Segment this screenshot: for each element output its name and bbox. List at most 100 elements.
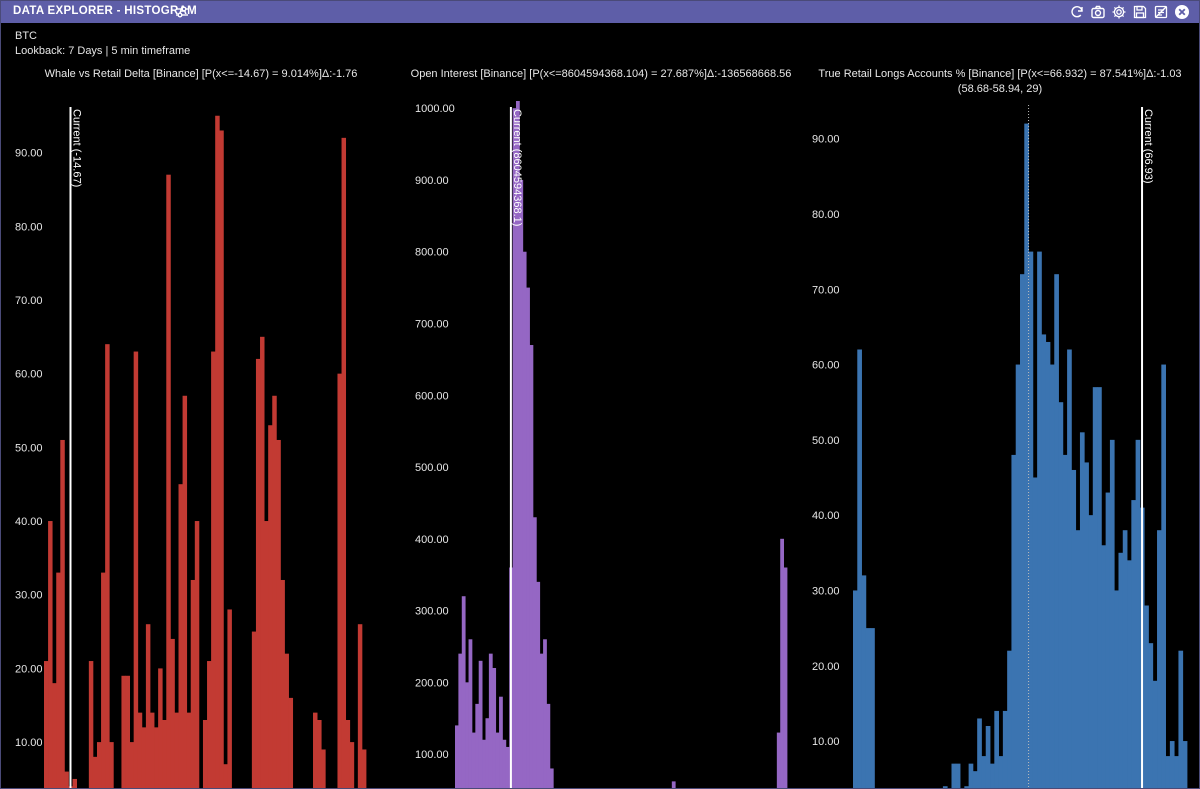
histogram-bar-retail-longs — [994, 710, 999, 788]
histogram-bar-retail-longs — [1152, 680, 1158, 788]
y-tick-label-retail-longs: 80.00 — [812, 209, 840, 221]
histogram-bar-retail-longs — [1011, 454, 1017, 788]
chart-subtitle-retail-longs: (58.68-58.94, 29) — [957, 83, 1043, 95]
camera-icon[interactable] — [1090, 4, 1106, 20]
histogram-bar-whale-retail — [211, 351, 216, 788]
histogram-bar-retail-longs — [1109, 439, 1115, 788]
histogram-bar-retail-longs — [1045, 341, 1051, 788]
y-tick-label-whale-retail: 20.00 — [15, 663, 43, 675]
histogram-bar-open-interest — [522, 251, 527, 788]
histogram-bar-retail-longs — [1058, 402, 1064, 788]
histogram-bar-whale-retail — [268, 425, 273, 788]
histogram-bar-retail-longs — [1007, 650, 1012, 788]
histogram-bar-whale-retail — [202, 719, 208, 788]
histogram-bar-retail-longs — [1174, 756, 1179, 788]
chart-title-whale-retail: Whale vs Retail Delta [Binance] [P(x<=-1… — [44, 68, 358, 80]
export-icon[interactable] — [1153, 4, 1169, 20]
y-tick-label-open-interest: 600.00 — [415, 390, 449, 402]
histogram-bar-retail-longs — [1028, 251, 1034, 788]
histogram-bar-whale-retail — [133, 351, 139, 788]
histogram-bar-retail-longs — [1122, 530, 1128, 788]
histogram-bar-whale-retail — [341, 137, 347, 788]
y-tick-label-whale-retail: 70.00 — [15, 295, 43, 307]
histogram-bar-open-interest — [475, 703, 480, 788]
histogram-bar-retail-longs — [998, 756, 1004, 788]
histogram-bar-whale-retail — [92, 756, 98, 788]
histogram-bar-whale-retail — [72, 778, 78, 788]
histogram-bar-retail-longs — [1075, 530, 1081, 788]
y-tick-label-retail-longs: 30.00 — [812, 585, 840, 597]
histogram-bar-retail-longs — [1084, 462, 1089, 788]
y-tick-label-whale-retail: 60.00 — [15, 369, 43, 381]
filter-sliders-icon[interactable] — [174, 4, 190, 20]
histogram-bar-whale-retail — [251, 631, 257, 788]
histogram-bar-retail-longs — [1037, 251, 1042, 788]
histogram-whale-retail-delta: 10.00 20.00 30.00 40.00 50.00 60.00 70.00 80.00… — [15, 107, 367, 788]
histogram-bar-retail-longs — [1148, 643, 1154, 788]
histogram-bar-retail-longs — [964, 786, 970, 788]
close-icon[interactable] — [1174, 4, 1190, 20]
histogram-bar-retail-longs — [1101, 545, 1107, 788]
histogram-bar-whale-retail — [166, 174, 171, 788]
title-bar: DATA EXPLORER - HISTOGRAM — [1, 1, 1199, 23]
histogram-bar-retail-longs — [1002, 710, 1008, 788]
histogram-bar-open-interest — [492, 667, 497, 788]
histogram-bar-open-interest — [458, 653, 463, 788]
histogram-bar-retail-longs — [968, 763, 974, 788]
histogram-bar-whale-retail — [255, 358, 261, 788]
histogram-bar-open-interest — [532, 517, 537, 788]
y-tick-label-retail-longs: 50.00 — [812, 435, 840, 447]
y-tick-label-open-interest: 1000.00 — [415, 103, 455, 115]
y-tick-label-open-interest: 500.00 — [415, 462, 449, 474]
histogram-bar-whale-retail — [223, 764, 228, 788]
histogram-bar-whale-retail — [121, 675, 126, 788]
histogram-bar-open-interest — [780, 538, 785, 788]
y-tick-label-retail-longs: 20.00 — [812, 661, 840, 673]
y-tick-label-whale-retail: 80.00 — [15, 221, 43, 233]
chart-title-open-interest: Open Interest [Binance] [P(x<=8604594368… — [410, 68, 792, 80]
histogram-bar-open-interest — [529, 345, 534, 788]
histogram-bar-whale-retail — [349, 742, 355, 788]
histogram-bar-retail-longs — [1182, 741, 1188, 788]
histogram-bar-whale-retail — [317, 719, 322, 788]
y-tick-label-open-interest: 300.00 — [415, 606, 449, 618]
refresh-icon[interactable] — [1069, 4, 1085, 20]
histogram-bar-whale-retail — [276, 439, 281, 788]
histogram-bar-open-interest — [502, 739, 507, 788]
histogram-bar-open-interest — [461, 596, 466, 788]
histogram-bar-whale-retail — [56, 572, 61, 788]
histogram-bar-retail-longs — [1161, 364, 1166, 788]
histogram-bar-whale-retail — [145, 624, 151, 788]
histogram-bar-retail-longs — [1020, 274, 1025, 788]
histogram-bar-retail-longs — [1015, 364, 1021, 788]
histogram-bar-retail-longs — [955, 763, 961, 788]
histogram-bar-whale-retail — [162, 719, 167, 788]
histogram-bar-whale-retail — [219, 130, 224, 788]
chart-title-retail-longs: True Retail Longs Accounts % [Binance] [… — [818, 68, 1182, 80]
histogram-bar-retail-longs — [1135, 439, 1141, 788]
y-tick-label-retail-longs: 10.00 — [812, 736, 840, 748]
histogram-bar-whale-retail — [186, 712, 192, 788]
histogram-bar-retail-longs — [951, 763, 957, 788]
histogram-bar-whale-retail — [158, 668, 163, 788]
histogram-bar-whale-retail — [137, 712, 143, 788]
histogram-bar-retail-longs — [985, 725, 991, 788]
histogram-bar-retail-longs — [1105, 492, 1111, 788]
histogram-retail-longs: 10.00 20.00 30.00 40.00 50.00 60.00 70.00 80.00… — [812, 105, 1188, 788]
y-tick-label-open-interest: 400.00 — [415, 534, 449, 546]
histogram-bar-open-interest — [526, 287, 530, 788]
histogram-bar-whale-retail — [321, 749, 326, 788]
histogram-bar-retail-longs — [1169, 741, 1175, 788]
y-tick-label-retail-longs: 60.00 — [812, 360, 840, 372]
histogram-bar-whale-retail — [178, 484, 183, 788]
histogram-bar-whale-retail — [101, 572, 106, 788]
gear-icon[interactable] — [1111, 4, 1127, 20]
histogram-bar-open-interest — [539, 653, 544, 788]
histogram-bar-retail-longs — [942, 786, 948, 788]
lookback-label: Lookback: 7 Days | 5 min timeframe — [15, 45, 191, 57]
y-tick-label-retail-longs: 70.00 — [812, 284, 840, 296]
histogram-bar-retail-longs — [1178, 650, 1184, 788]
histogram-bar-retail-longs — [1079, 432, 1085, 788]
histogram-bar-retail-longs — [870, 628, 875, 788]
save-icon[interactable] — [1132, 4, 1148, 20]
